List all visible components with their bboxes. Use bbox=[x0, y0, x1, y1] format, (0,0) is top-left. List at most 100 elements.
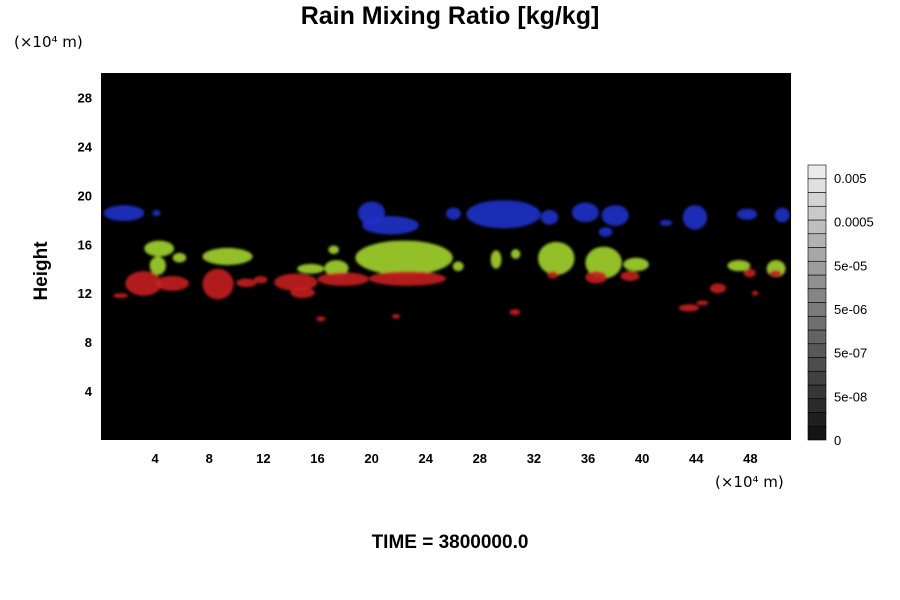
field-patch-lower bbox=[317, 272, 369, 286]
colorbar-swatch bbox=[807, 164, 827, 180]
field-patch-middle bbox=[490, 250, 502, 269]
x-tick-label: 28 bbox=[473, 451, 487, 466]
field-patch-middle bbox=[328, 245, 340, 255]
field-patch-lower bbox=[155, 276, 189, 291]
field-patch-lower bbox=[368, 271, 446, 286]
field-patch-middle bbox=[149, 256, 166, 275]
colorbar-tick-label: 5e-06 bbox=[834, 302, 867, 317]
x-tick-label: 48 bbox=[743, 451, 757, 466]
field-patch-lower bbox=[547, 271, 559, 279]
colorbar-swatch bbox=[807, 398, 827, 413]
field-patch-upper bbox=[103, 205, 145, 222]
colorbar-swatch bbox=[807, 233, 827, 248]
colorbar-swatch bbox=[807, 329, 827, 345]
chart-title: Rain Mixing Ratio [kg/kg] bbox=[300, 2, 600, 30]
y-tick-label: 28 bbox=[78, 90, 92, 105]
colorbar-swatch bbox=[807, 247, 827, 262]
x-axis: 4 8 12 16 20 24 28 32 36 40 44 48 bbox=[152, 451, 758, 466]
y-tick-label: 8 bbox=[85, 335, 92, 350]
field-patch-lower bbox=[253, 276, 268, 284]
field-patch-lower bbox=[743, 268, 756, 278]
field-patch-middle bbox=[144, 240, 175, 257]
field-patch-upper bbox=[362, 216, 419, 235]
x-tick-label: 24 bbox=[418, 451, 433, 466]
field-patch-lower bbox=[202, 268, 234, 300]
field-patch-upper bbox=[598, 227, 613, 237]
field-patch-middle bbox=[355, 240, 453, 275]
field-patch-upper bbox=[682, 205, 708, 230]
colorbar-swatch bbox=[807, 357, 827, 372]
field-patch-upper bbox=[601, 205, 629, 226]
colorbar-swatch bbox=[807, 205, 827, 221]
field-patch-lower bbox=[125, 271, 162, 296]
colorbar: 0 5e-08 5e-07 5e-06 5e-05 0.0005 0.005 bbox=[807, 164, 874, 448]
colorbar-swatch bbox=[807, 288, 827, 303]
x-tick-label: 40 bbox=[635, 451, 649, 466]
field-patch-lower bbox=[709, 283, 727, 294]
field-patch-lower bbox=[585, 271, 607, 284]
field-patch-lower bbox=[316, 316, 326, 322]
colorbar-swatch bbox=[807, 219, 827, 235]
field-patch-middle bbox=[297, 263, 325, 274]
field-patch-upper bbox=[446, 207, 461, 220]
field-patch-middle bbox=[538, 241, 575, 275]
field-patch-lower bbox=[696, 300, 709, 306]
colorbar-tick-label: 5e-08 bbox=[834, 389, 867, 404]
field-patch-lower bbox=[236, 278, 257, 288]
colorbar-swatch bbox=[807, 370, 827, 386]
colorbar-tick-label: 5e-05 bbox=[834, 258, 867, 273]
x-tick-label: 36 bbox=[581, 451, 595, 466]
colorbar-swatch bbox=[807, 302, 827, 317]
field-patch-middle bbox=[585, 246, 622, 279]
x-tick-label: 20 bbox=[364, 451, 378, 466]
field-patch-lower bbox=[769, 269, 782, 278]
colorbar-tick-label: 0.0005 bbox=[834, 215, 874, 230]
field-patch-upper bbox=[152, 210, 161, 217]
colorbar-swatch bbox=[807, 192, 827, 207]
y-axis-unit: (×10⁴ m) bbox=[14, 33, 83, 51]
field-patch-lower bbox=[620, 271, 640, 281]
field-patch-upper bbox=[466, 200, 541, 229]
field-patch-lower bbox=[274, 273, 318, 291]
field-patch-upper bbox=[540, 210, 559, 225]
x-tick-label: 8 bbox=[206, 451, 213, 466]
colorbar-swatch bbox=[807, 425, 827, 441]
x-tick-label: 16 bbox=[310, 451, 324, 466]
x-tick-label: 12 bbox=[256, 451, 270, 466]
colorbar-swatch bbox=[807, 178, 827, 193]
colorbar-tick-label: 5e-07 bbox=[834, 346, 867, 361]
y-tick-label: 12 bbox=[78, 286, 92, 301]
colorbar-swatch bbox=[807, 412, 827, 427]
x-tick-label: 44 bbox=[689, 451, 704, 466]
time-label: TIME = 3800000.0 bbox=[371, 532, 529, 553]
field-patch-lower bbox=[391, 313, 400, 319]
y-tick-label: 20 bbox=[78, 188, 92, 203]
field-patch-lower bbox=[509, 309, 521, 316]
colorbar-swatch bbox=[807, 260, 827, 276]
field-patch-lower bbox=[751, 290, 759, 296]
field-patch-upper bbox=[659, 219, 672, 226]
y-tick-label: 4 bbox=[85, 384, 93, 399]
field-patch-upper bbox=[736, 208, 758, 220]
field-patch-lower bbox=[290, 287, 315, 299]
y-tick-label: 16 bbox=[78, 237, 92, 252]
field-patch-middle bbox=[202, 247, 253, 266]
field-patch-middle bbox=[172, 252, 187, 263]
colorbar-swatch bbox=[807, 343, 827, 358]
field-patch-upper bbox=[571, 202, 599, 223]
field-patch-middle bbox=[510, 249, 521, 259]
colorbar-tick-label: 0 bbox=[834, 433, 841, 448]
field-layer bbox=[103, 200, 790, 322]
field-patch-middle bbox=[727, 260, 751, 272]
colorbar-swatch bbox=[807, 315, 827, 331]
field-patch-middle bbox=[452, 261, 464, 272]
field-patch-lower bbox=[678, 304, 700, 312]
field-patch-upper bbox=[774, 207, 790, 223]
x-tick-label: 4 bbox=[152, 451, 160, 466]
x-axis-unit: (×10⁴ m) bbox=[715, 473, 784, 491]
y-tick-label: 24 bbox=[78, 139, 93, 154]
field-patch-middle bbox=[324, 260, 349, 277]
x-tick-label: 32 bbox=[527, 451, 541, 466]
y-axis: 4 8 12 16 20 24 28 bbox=[78, 90, 93, 399]
